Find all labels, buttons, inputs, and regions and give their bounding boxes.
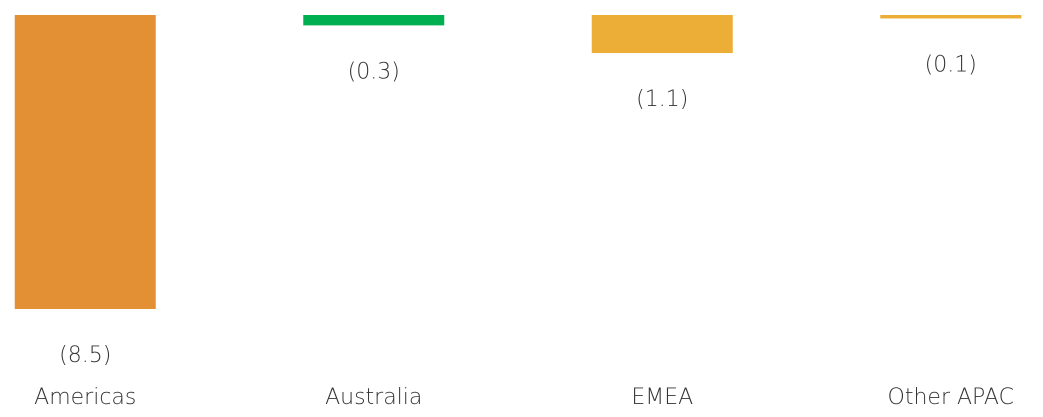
- value-label: (1.1): [636, 87, 688, 112]
- bar: [14, 15, 156, 309]
- value-label: (8.5): [59, 343, 111, 368]
- x-tick-label: Australia: [325, 385, 422, 410]
- bar: [591, 15, 733, 54]
- bar: [303, 15, 445, 26]
- value-label: (0.3): [348, 59, 400, 84]
- value-label: (0.1): [925, 52, 977, 77]
- x-tick-label: Other APAC: [888, 385, 1014, 410]
- x-tick-label: Americas: [34, 385, 136, 410]
- bar: [880, 15, 1022, 19]
- x-tick-label: EMEA: [631, 385, 693, 410]
